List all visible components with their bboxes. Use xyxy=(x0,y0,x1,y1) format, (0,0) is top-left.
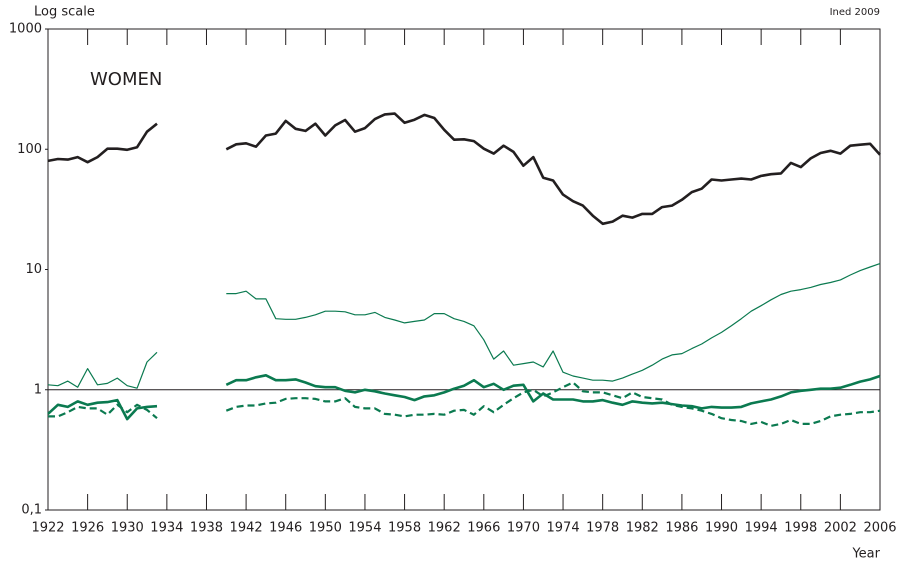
x-tick-label: 1922 xyxy=(31,521,64,536)
series-line xyxy=(48,381,881,427)
source-note: Ined 2009 xyxy=(830,7,880,18)
y-tick-label: 100 xyxy=(17,142,42,157)
y-tick-label: 0,1 xyxy=(21,503,42,518)
x-tick-label: 1990 xyxy=(705,521,738,536)
x-tick-label: 1966 xyxy=(467,521,500,536)
x-tick-label: 1930 xyxy=(111,521,144,536)
x-tick-label: 1962 xyxy=(428,521,461,536)
x-axis-label: Year xyxy=(851,547,880,562)
plot-frame xyxy=(47,28,881,511)
x-tick-label: 1934 xyxy=(150,521,183,536)
x-tick-label: 2002 xyxy=(824,521,857,536)
x-tick-label: 1950 xyxy=(309,521,342,536)
y-tick-label: 10 xyxy=(25,262,42,277)
x-tick-label: 1994 xyxy=(745,521,778,536)
x-tick-label: 1986 xyxy=(665,521,698,536)
x-tick-label: 1942 xyxy=(230,521,263,536)
x-tick-label: 2006 xyxy=(863,521,896,536)
x-tick-label: 1978 xyxy=(586,521,619,536)
series-line xyxy=(47,263,881,389)
series-line xyxy=(47,112,881,226)
x-tick-label: 1974 xyxy=(547,521,580,536)
chart-title: WOMEN xyxy=(90,69,162,90)
x-tick-label: 1946 xyxy=(269,521,302,536)
y-axis-label: Log scale xyxy=(34,5,95,20)
x-tick-label: 1926 xyxy=(71,521,104,536)
x-tick-label: 1954 xyxy=(348,521,381,536)
y-tick-label: 1 xyxy=(34,382,42,397)
y-tick-label: 1000 xyxy=(9,22,42,37)
x-tick-label: 1938 xyxy=(190,521,223,536)
x-tick-label: 1998 xyxy=(784,521,817,536)
series-line xyxy=(47,374,881,421)
x-tick-label: 1982 xyxy=(626,521,659,536)
x-tick-label: 1970 xyxy=(507,521,540,536)
x-tick-label: 1958 xyxy=(388,521,421,536)
